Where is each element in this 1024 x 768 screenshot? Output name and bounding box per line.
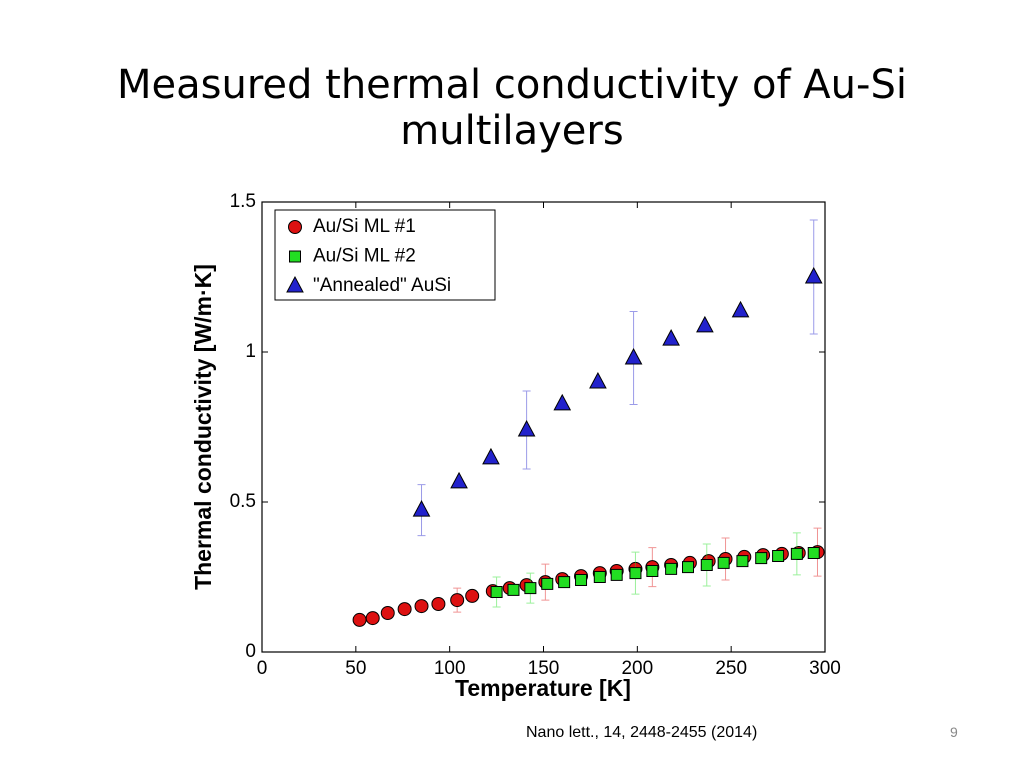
x-tick-label: 0 [257,658,268,679]
legend-label: Au/Si ML #2 [313,246,416,267]
y-tick-label: 1 [245,341,256,362]
point [717,556,730,569]
legend-marker [286,275,304,293]
point [629,567,642,580]
point [450,593,465,608]
point [465,588,480,603]
point [589,371,607,389]
point [610,568,623,581]
point [490,586,503,598]
point [507,583,520,596]
x-tick-label: 250 [715,658,747,679]
point [352,612,367,627]
point [380,606,395,620]
x-axis-label: Temperature [K] [455,675,631,701]
point [397,602,412,617]
legend-marker [289,250,301,263]
y-tick-label: 0.5 [230,491,256,512]
point [593,571,606,583]
point [431,597,446,611]
point [731,300,750,318]
point [414,599,429,614]
x-tick-label: 300 [809,658,841,679]
point [558,576,571,589]
point [482,447,500,465]
legend-label: Au/Si ML #1 [313,216,416,237]
point [790,547,803,560]
page-number: 9 [950,724,958,740]
x-tick-label: 200 [621,658,653,679]
point [772,550,785,562]
point [541,577,554,590]
point [365,611,380,626]
point [807,547,820,559]
legend-label: "Annealed" AuSi [313,275,451,296]
point [736,555,749,568]
point [412,500,431,517]
citation: Nano lett., 14, 2448-2455 (2014) [526,724,758,741]
point [450,471,468,489]
slide-title: Measured thermal conductivity of Au-Si m… [117,62,907,154]
point [524,582,537,595]
point [662,329,680,346]
point [696,315,714,333]
legend-marker [288,220,302,234]
point [575,574,588,586]
x-tick-label: 50 [345,658,366,679]
legend-box [274,209,496,301]
x-tick-label: 150 [528,658,560,679]
point [517,419,536,437]
point [700,559,713,571]
y-axis-label: Thermal conductivity [W/m·K] [190,264,216,590]
point [755,552,768,565]
point [553,393,572,411]
point [804,266,823,284]
x-tick-label: 100 [434,658,466,679]
y-tick-label: 0 [245,641,256,662]
point [665,562,678,575]
y-tick-label: 1.5 [230,191,256,212]
point [624,347,643,365]
point [646,565,659,577]
point [682,561,695,574]
